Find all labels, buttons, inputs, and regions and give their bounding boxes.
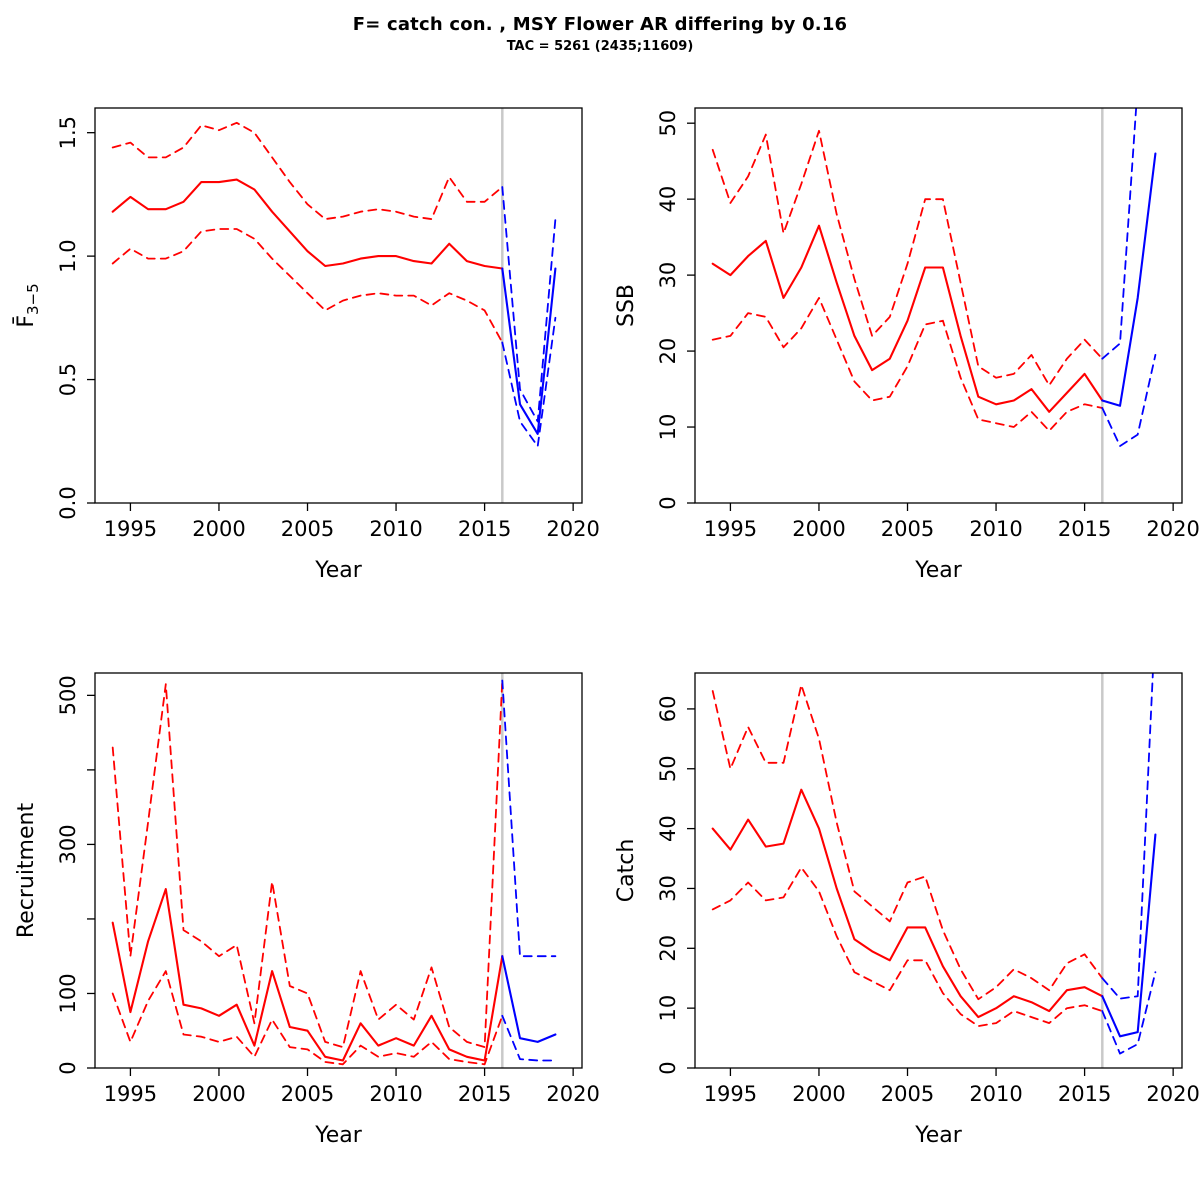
- y-tick-label: 60: [656, 696, 680, 723]
- recruitment-forecast-lower-line: [501, 1014, 557, 1062]
- fbar-chart: 1995 2000 2005 2010 2015 2020 0.0 0.5 1.0 1.5 Year…: [13, 107, 600, 583]
- x-tick-label: 2020: [546, 1082, 599, 1106]
- plot-box: [94, 672, 583, 1069]
- charts-grid: 1995 2000 2005 2010 2015 2020 0.0 0.5 1.0 1.5 Year…: [0, 70, 1200, 1200]
- y-tick-label: 300: [56, 824, 80, 864]
- x-tick-label: 2010: [969, 1082, 1022, 1106]
- x-axis-title: Year: [314, 1123, 363, 1148]
- catch-historic-upper-line: [711, 684, 1104, 1001]
- x-tick-label: 2020: [1146, 517, 1199, 541]
- recruitment-forecast-upper-line: [501, 679, 557, 958]
- fbar-forecast-upper-line: [501, 186, 557, 423]
- ssb-historic-median-line: [711, 224, 1104, 413]
- x-axis-title: Year: [914, 558, 963, 583]
- fbar-panel: 1995 2000 2005 2010 2015 2020 0.0 0.5 1.0 1.5 Year…: [0, 70, 600, 635]
- ssb-forecast-median-line: [1101, 152, 1157, 407]
- ssb-historic-lower-line: [711, 296, 1104, 432]
- x-tick-label: 2005: [281, 1082, 334, 1106]
- ssb-forecast-lower-line: [1101, 353, 1157, 447]
- recruitment-historic-median-line: [111, 888, 504, 1062]
- catch-chart: 1995 2000 2005 2010 2015 2020 0 10 20 30 40 50 60 Yea…: [614, 672, 1200, 1148]
- x-tick-label: 2010: [369, 517, 422, 541]
- catch-panel: 1995 2000 2005 2010 2015 2020 0 10 20 30 40 50 60 Yea…: [600, 635, 1200, 1200]
- y-axis-title: SSB: [614, 284, 639, 327]
- y-tick-label: 1.0: [56, 239, 80, 272]
- y-tick-label: 30: [656, 262, 680, 289]
- y-tick-label: 0: [656, 1061, 680, 1074]
- y-tick-label: 0: [656, 496, 680, 509]
- x-tick-label: 2000: [792, 1082, 845, 1106]
- y-tick-label: 0.5: [56, 363, 80, 396]
- y-tick-label: 10: [656, 414, 680, 441]
- plot-box: [694, 672, 1183, 1069]
- y-tick-label: 500: [56, 675, 80, 715]
- fbar-historic-median-line: [111, 178, 504, 270]
- catch-historic-median-line: [711, 788, 1104, 1019]
- recruitment-chart: 1995 2000 2005 2010 2015 2020 0 100 300 500 Year Re…: [14, 672, 600, 1148]
- catch-forecast-median-line: [1101, 833, 1157, 1038]
- fbar-forecast-lower-line: [501, 316, 557, 448]
- y-tick-label: 1.5: [56, 116, 80, 149]
- x-tick-label: 2015: [1058, 517, 1111, 541]
- x-tick-label: 2020: [546, 517, 599, 541]
- x-tick-label: 2020: [1146, 1082, 1199, 1106]
- plot-title: F= catch con. , MSY Flower AR differing …: [352, 14, 848, 35]
- y-tick-label: 40: [656, 815, 680, 842]
- y-tick-label: 50: [656, 755, 680, 782]
- x-tick-label: 2000: [192, 517, 245, 541]
- x-axis-title: Year: [314, 558, 363, 583]
- y-tick-label: 50: [656, 110, 680, 137]
- y-axis-title: Recruitment: [14, 803, 39, 939]
- fbar-historic-upper-line: [111, 121, 504, 221]
- catch-forecast-lower-line: [1101, 971, 1157, 1055]
- x-tick-label: 1995: [104, 517, 157, 541]
- x-tick-label: 2000: [192, 1082, 245, 1106]
- plot-header: F= catch con. , MSY Flower AR differing …: [0, 0, 1200, 70]
- x-tick-label: 2015: [1058, 1082, 1111, 1106]
- recruitment-panel: 1995 2000 2005 2010 2015 2020 0 100 300 500 Year Re…: [0, 635, 600, 1200]
- x-tick-label: 2015: [458, 517, 511, 541]
- plot-box: [694, 107, 1183, 504]
- fbar-historic-lower-line: [111, 228, 504, 344]
- y-tick-label: 100: [56, 973, 80, 1013]
- y-tick-label: 20: [656, 338, 680, 365]
- x-tick-label: 2015: [458, 1082, 511, 1106]
- ssb-panel: 1995 2000 2005 2010 2015 2020 0 10 20 30 40 50 Year S…: [600, 70, 1200, 635]
- catch-historic-lower-line: [711, 866, 1104, 1028]
- x-tick-label: 1995: [704, 517, 757, 541]
- recruitment-historic-lower-line: [111, 970, 504, 1066]
- x-tick-label: 2010: [369, 1082, 422, 1106]
- x-tick-label: 2005: [281, 517, 334, 541]
- y-tick-label: 0: [56, 1061, 80, 1074]
- recruitment-historic-upper-line: [111, 679, 504, 1049]
- x-tick-label: 2000: [792, 517, 845, 541]
- plot-box: [94, 107, 583, 504]
- plot-subtitle: TAC = 5261 (2435;11609): [506, 39, 694, 54]
- fbar-forecast-median-line: [501, 267, 557, 435]
- y-tick-label: 30: [656, 875, 680, 902]
- y-tick-label: 0.0: [56, 486, 80, 519]
- ssb-historic-upper-line: [711, 129, 1104, 387]
- ssb-chart: 1995 2000 2005 2010 2015 2020 0 10 20 30 40 50 Year S…: [614, 107, 1200, 583]
- y-tick-label: 10: [656, 995, 680, 1022]
- x-tick-label: 2005: [881, 517, 934, 541]
- x-tick-label: 2010: [969, 517, 1022, 541]
- x-tick-label: 1995: [704, 1082, 757, 1106]
- x-tick-label: 1995: [104, 1082, 157, 1106]
- x-tick-label: 2005: [881, 1082, 934, 1106]
- y-axis-title: Catch: [614, 839, 639, 903]
- x-axis-title: Year: [914, 1123, 963, 1148]
- recruitment-forecast-median-line: [501, 955, 557, 1043]
- y-axis-title: F̄3−5: [13, 283, 42, 327]
- y-tick-label: 40: [656, 186, 680, 213]
- catch-forecast-upper-line: [1101, 673, 1154, 1000]
- y-tick-label: 20: [656, 935, 680, 962]
